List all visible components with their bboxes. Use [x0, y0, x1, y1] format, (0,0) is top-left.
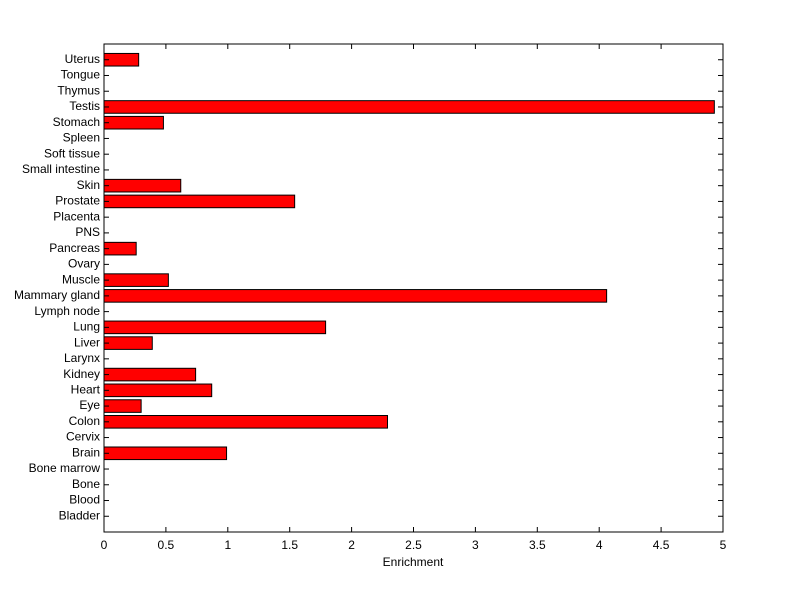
bar	[103, 100, 715, 114]
y-tick-label: Bladder	[59, 508, 100, 522]
bar	[103, 320, 327, 335]
x-tick-label: 3	[472, 538, 479, 552]
y-tick-label: Soft tissue	[44, 146, 100, 160]
y-tick-label: Stomach	[53, 115, 100, 129]
bar	[103, 178, 182, 193]
bar	[103, 399, 142, 413]
y-tick-label: Lung	[73, 320, 100, 334]
y-tick-label: Eye	[79, 398, 100, 412]
x-tick-label: 3.5	[529, 538, 546, 552]
y-tick-label: Cervix	[66, 430, 100, 444]
bar	[103, 383, 213, 398]
y-tick-label: Brain	[72, 445, 100, 459]
x-tick-label: 0.5	[158, 538, 175, 552]
bar	[103, 115, 164, 130]
y-tick-label: Blood	[69, 493, 100, 507]
x-tick-label: 4	[596, 538, 603, 552]
y-tick-label: Colon	[69, 414, 100, 428]
x-tick-label: 5	[720, 538, 727, 552]
bar	[103, 336, 153, 350]
y-tick-label: Uterus	[65, 52, 100, 66]
y-tick-label: Kidney	[63, 367, 100, 381]
y-tick-label: Pancreas	[49, 241, 100, 255]
y-tick-label: Spleen	[63, 131, 100, 145]
y-tick-label: Prostate	[55, 194, 100, 208]
x-tick-label: 1.5	[281, 538, 298, 552]
x-tick-label: 0	[101, 538, 108, 552]
y-tick-label: Testis	[69, 99, 100, 113]
x-tick-label: 1	[224, 538, 231, 552]
y-tick-label: Small intestine	[22, 162, 100, 176]
y-tick-label: Bone marrow	[29, 461, 101, 475]
bar	[103, 367, 197, 382]
y-tick-label: Placenta	[53, 209, 100, 223]
y-tick-label: Muscle	[62, 272, 100, 286]
x-tick-label: 4.5	[653, 538, 670, 552]
plot-frame	[103, 43, 724, 533]
y-tick-label: Heart	[71, 382, 101, 396]
x-axis-label: Enrichment	[383, 555, 444, 569]
y-tick-label: Skin	[77, 178, 100, 192]
bar	[103, 273, 169, 287]
y-tick-label: Lymph node	[34, 304, 100, 318]
y-tick-label: PNS	[75, 225, 100, 239]
y-tick-label: Ovary	[68, 257, 100, 271]
bar	[103, 415, 389, 429]
bar	[103, 446, 228, 461]
bar	[103, 52, 140, 67]
y-tick-label: Bone	[72, 477, 100, 491]
x-tick-label: 2.5	[405, 538, 422, 552]
y-tick-label: Mammary gland	[14, 288, 100, 302]
bar	[103, 194, 296, 209]
y-tick-label: Tongue	[61, 68, 101, 82]
y-tick-label: Thymus	[57, 83, 100, 97]
y-tick-label: Larynx	[64, 351, 100, 365]
x-tick-label: 2	[348, 538, 355, 552]
bar	[103, 289, 608, 303]
y-tick-label: Liver	[74, 335, 100, 349]
